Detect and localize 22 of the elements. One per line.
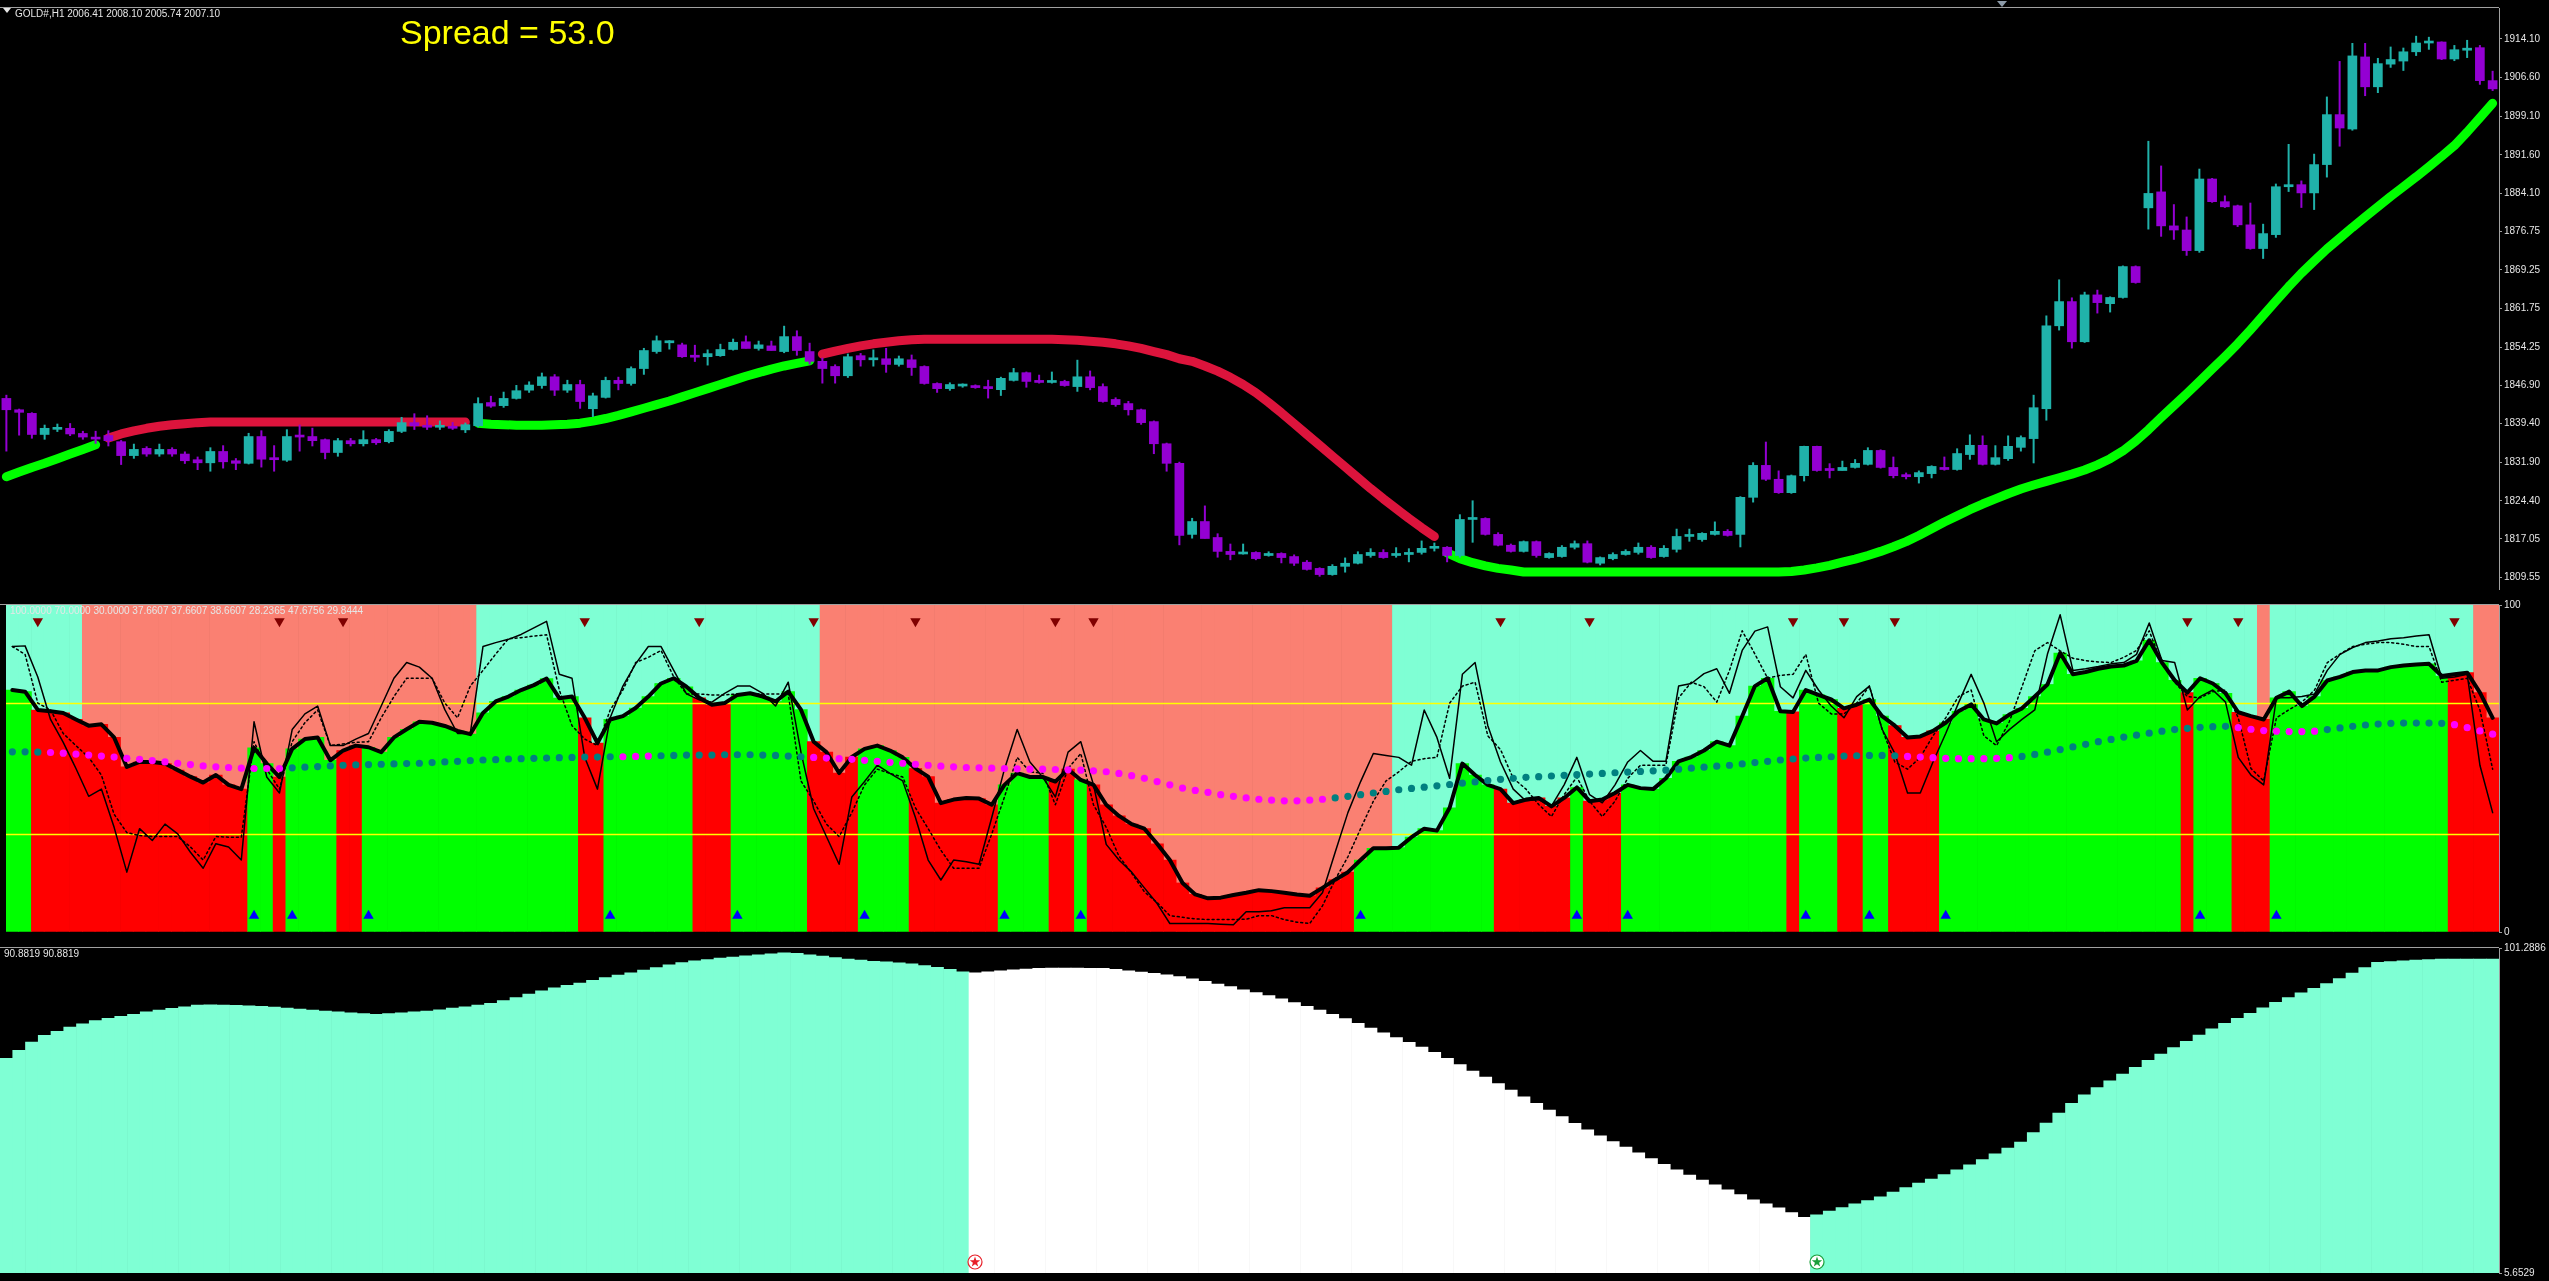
y-tick-label: 1861.75	[2504, 302, 2541, 314]
y-tick-label: 1831.90	[2504, 456, 2541, 468]
y-tick-label: 1824.40	[2504, 494, 2541, 506]
y-tick-label: 1846.90	[2504, 378, 2541, 390]
chart-title: 90.8819 90.8819	[4, 947, 80, 959]
y-tick-label: 1839.40	[2504, 417, 2541, 429]
annotation: Spread = 53.0	[400, 13, 615, 52]
y-tick-label: 5.6529	[2504, 1266, 2536, 1278]
y-tick-label: 1884.10	[2504, 187, 2541, 199]
chart-title: GOLD#,H1 2006.41 2008.10 2005.74 2007.10	[15, 7, 221, 19]
y-tick-label: 101.2886	[2504, 941, 2547, 953]
y-tick-label: 1854.25	[2504, 340, 2541, 352]
y-tick-label: 1809.55	[2504, 571, 2541, 583]
y-tick-label: 1899.10	[2504, 109, 2541, 121]
y-tick-label: 100	[2504, 598, 2522, 610]
y-tick-label: 0	[2504, 925, 2510, 937]
y-tick-label: 1906.60	[2504, 71, 2541, 83]
y-tick-label: 1876.75	[2504, 225, 2541, 237]
y-tick-label: 1891.60	[2504, 148, 2541, 160]
y-tick-label: 1869.25	[2504, 263, 2541, 275]
y-tick-label: 1914.10	[2504, 32, 2541, 44]
y-tick-label: 1817.05	[2504, 532, 2541, 544]
